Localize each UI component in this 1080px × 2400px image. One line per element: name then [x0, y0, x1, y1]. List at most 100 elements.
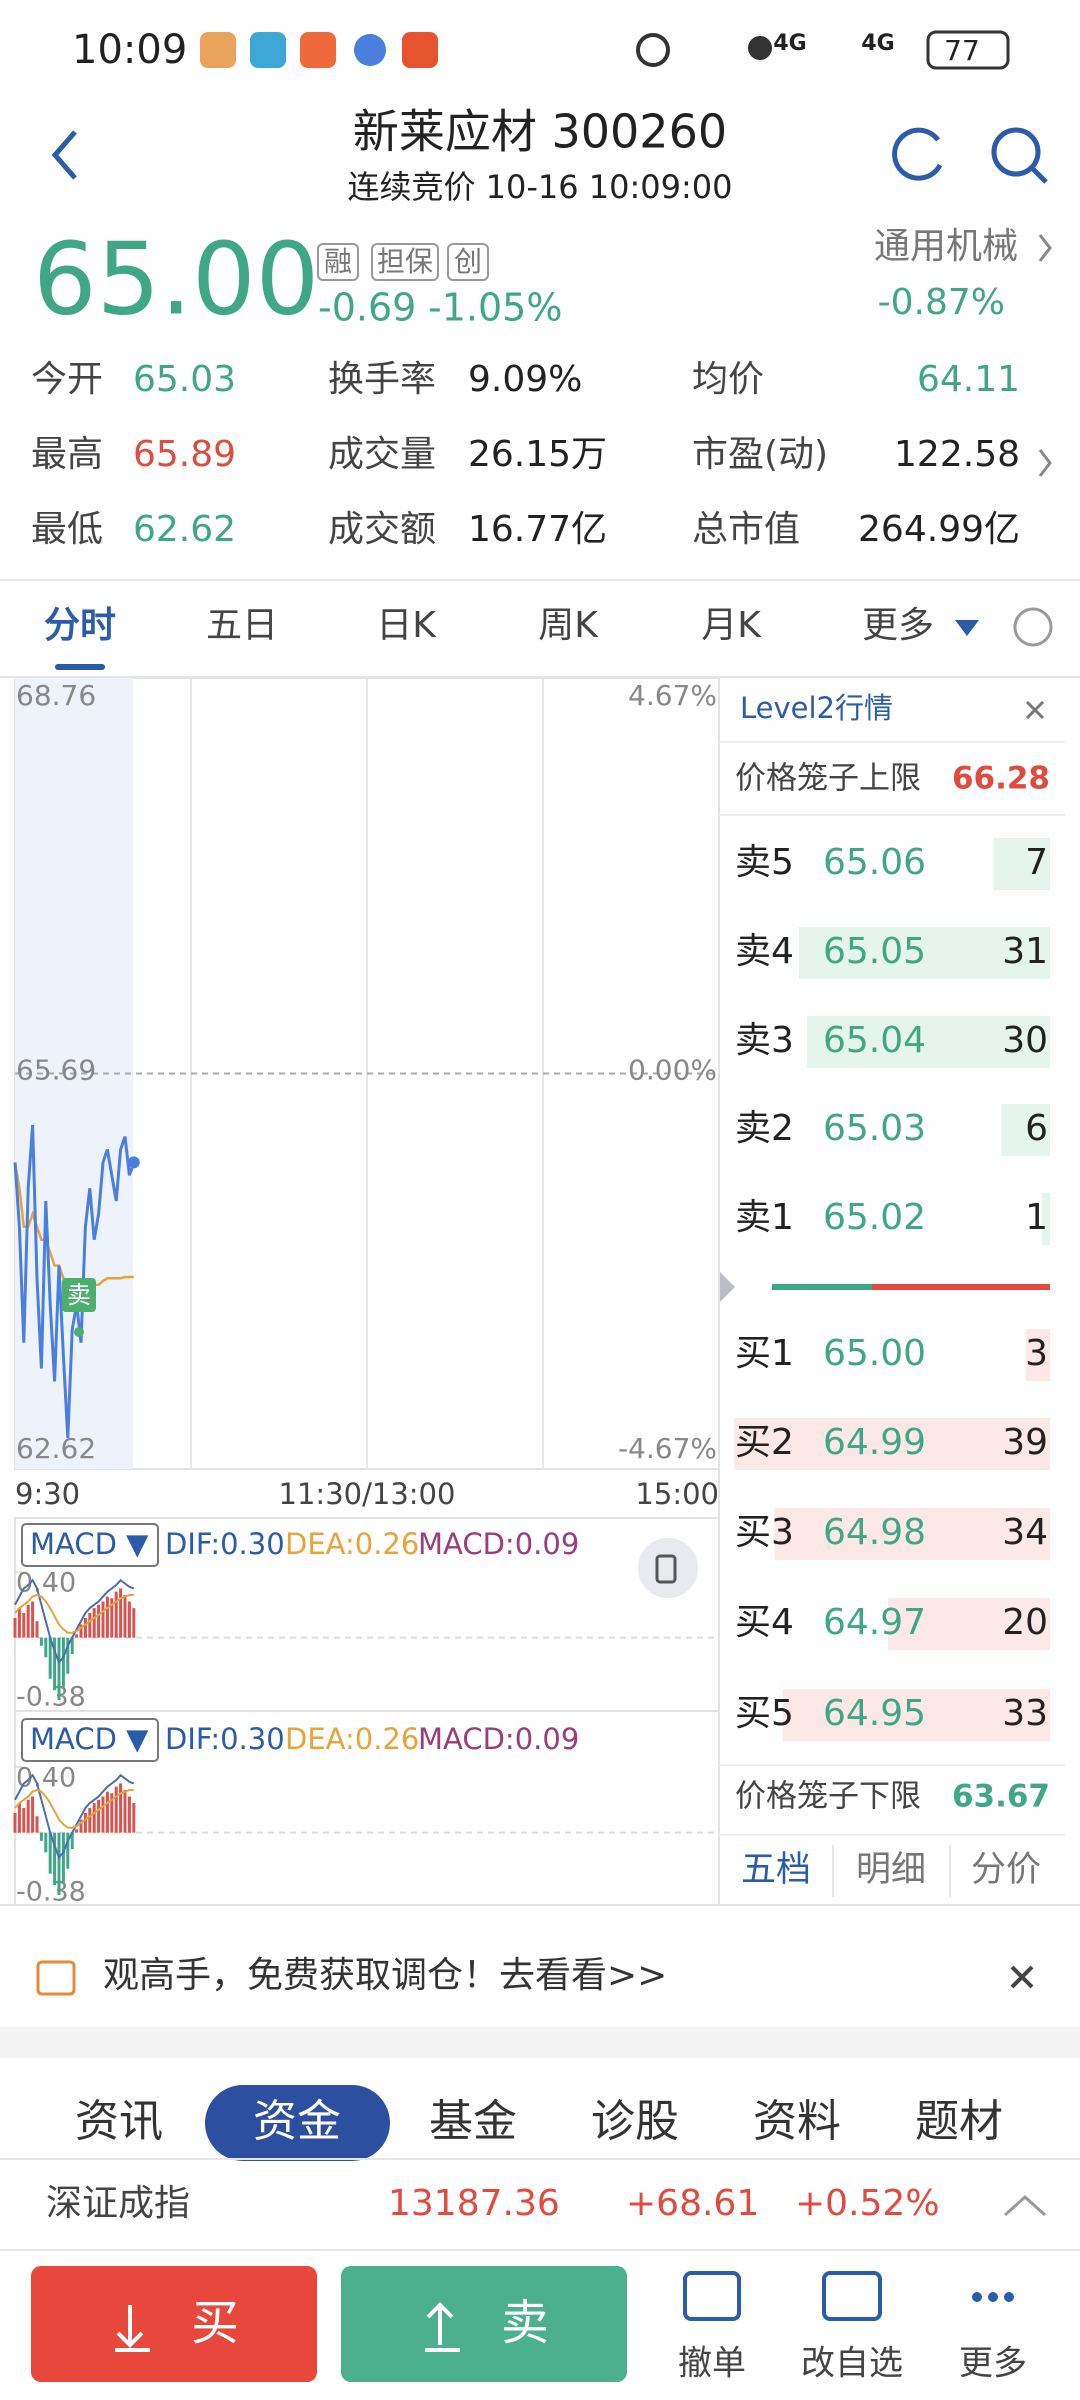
macd-bar: [110, 1598, 114, 1638]
level-price: 64.99: [823, 1422, 926, 1463]
macd-bar: [61, 1637, 65, 1687]
chart-tab[interactable]: 五日: [206, 605, 278, 646]
dif-label: DIF:0.30: [165, 1722, 285, 1756]
action-label[interactable]: 撤单: [678, 2344, 746, 2384]
tag-box: [447, 243, 489, 281]
watchlist-icon[interactable]: [822, 2271, 882, 2321]
chart-tab[interactable]: 周K: [538, 605, 599, 646]
macd-bar: [57, 1637, 61, 1700]
level-label: 卖2: [735, 1108, 794, 1149]
app-icon: [200, 32, 236, 68]
sell-label[interactable]: 卖: [501, 2295, 549, 2351]
chart-tab[interactable]: 更多: [862, 605, 934, 646]
battery-level: 77: [944, 34, 980, 67]
macd-bar: [13, 1812, 17, 1833]
macd-bar: [66, 1637, 70, 1674]
orderbook-tab[interactable]: 五档: [741, 1850, 811, 1890]
indicator-selector-label[interactable]: MACD ▼: [30, 1527, 149, 1561]
more-icon[interactable]: [972, 2292, 982, 2302]
section-tab[interactable]: 资料: [753, 2096, 841, 2147]
index-name: 深证成指: [46, 2183, 190, 2224]
close-orderbook[interactable]: [1025, 700, 1045, 720]
dif-line: [14, 1578, 135, 1665]
macd-bar: [79, 1819, 83, 1833]
settings-button[interactable]: [1013, 607, 1053, 647]
macd-bar: [101, 1796, 105, 1833]
sell-icon: [425, 2302, 460, 2352]
section-tab[interactable]: 诊股: [591, 2096, 679, 2147]
volume-bar: [1041, 1193, 1050, 1245]
level-price: 65.06: [823, 842, 926, 883]
buy-label[interactable]: 买: [191, 2295, 239, 2351]
dea-label: DEA:0.26: [285, 1722, 419, 1756]
chart-tab[interactable]: 分时: [44, 605, 116, 646]
macd-bar: [127, 1796, 131, 1833]
level-volume: 6: [1025, 1108, 1048, 1149]
back-button[interactable]: [51, 130, 77, 180]
macd-axis-label: 0.40: [16, 1568, 76, 1599]
sector-name[interactable]: 通用机械: [874, 226, 1018, 267]
macd-bar: [92, 1608, 96, 1638]
stat-value: 16.77亿: [468, 509, 607, 550]
macd-bar: [26, 1604, 30, 1638]
cancel-icon[interactable]: [683, 2271, 741, 2321]
level-price: 65.04: [823, 1020, 926, 1061]
dea-line: [14, 1788, 134, 1829]
action-label[interactable]: 改自选: [801, 2344, 903, 2384]
macd-bar: [22, 1613, 26, 1638]
stat-label: 均价: [692, 359, 764, 400]
expand-button[interactable]: [1003, 2194, 1047, 2217]
pct-axis-label: 0.00%: [628, 1054, 717, 1087]
section-tab[interactable]: 基金: [429, 2096, 517, 2147]
level-volume: 1: [1025, 1197, 1048, 1238]
tag: 融: [324, 245, 352, 278]
macd-bar: [114, 1786, 118, 1833]
sell-button[interactable]: [341, 2266, 627, 2382]
search-button[interactable]: [991, 127, 1041, 177]
buy-button[interactable]: [31, 2266, 317, 2382]
more-icon: [1004, 2292, 1014, 2302]
macd-bar: [70, 1832, 74, 1850]
stat-value: 26.15万: [468, 434, 607, 475]
refresh-button[interactable]: [892, 127, 943, 181]
app-icon: [402, 32, 438, 68]
level-label: 买3: [735, 1512, 794, 1553]
macd-axis-label: 0.40: [16, 1763, 76, 1794]
chevron: [1038, 234, 1052, 262]
promo-banner[interactable]: 观高手，免费获取调仓！去看看>>: [103, 1955, 667, 1996]
rotate-button[interactable]: [638, 1538, 698, 1598]
action-label[interactable]: 更多: [959, 2344, 1027, 2384]
level-volume: 33: [1002, 1693, 1048, 1734]
spacer: [0, 2027, 1080, 2058]
orderbook-tab[interactable]: 明细: [856, 1850, 926, 1890]
indicator-selector[interactable]: [21, 1718, 159, 1762]
chart-tab[interactable]: 月K: [701, 605, 762, 646]
collapse-arrow[interactable]: [720, 1272, 735, 1302]
macd-bar: [92, 1803, 96, 1833]
trading-status: 连续竞价 10-16 10:09:00: [347, 168, 732, 206]
close-banner[interactable]: [1010, 1965, 1034, 1989]
chart-tab[interactable]: 日K: [376, 605, 437, 646]
signal-label: 卖: [67, 1281, 91, 1309]
indicator-selector[interactable]: [21, 1523, 159, 1567]
macd-bar: [114, 1591, 118, 1638]
sector-change: -0.87%: [878, 282, 1005, 323]
volume-bar: [807, 1016, 1050, 1068]
indicator-selector-label[interactable]: MACD ▼: [30, 1722, 149, 1756]
level-price: 64.95: [823, 1693, 926, 1734]
macd-bar: [13, 1617, 17, 1638]
stat-value: 9.09%: [468, 359, 582, 400]
upper-limit-label: 价格笼子上限: [735, 761, 921, 797]
stat-label: 最低: [31, 509, 103, 550]
pct-axis-label: 4.67%: [628, 679, 717, 712]
section-tab[interactable]: 资金: [253, 2096, 341, 2147]
section-tab[interactable]: 资讯: [75, 2096, 163, 2147]
price-change: -0.69: [318, 286, 416, 330]
app-icon: [300, 32, 336, 68]
macd-bar: [123, 1594, 127, 1638]
orderbook-tab[interactable]: 分价: [971, 1850, 1041, 1890]
section-tab[interactable]: 题材: [915, 2096, 1003, 2147]
buy-icon: [115, 2305, 150, 2352]
level-price: 65.02: [823, 1197, 926, 1238]
index-value: 13187.36: [388, 2183, 560, 2224]
